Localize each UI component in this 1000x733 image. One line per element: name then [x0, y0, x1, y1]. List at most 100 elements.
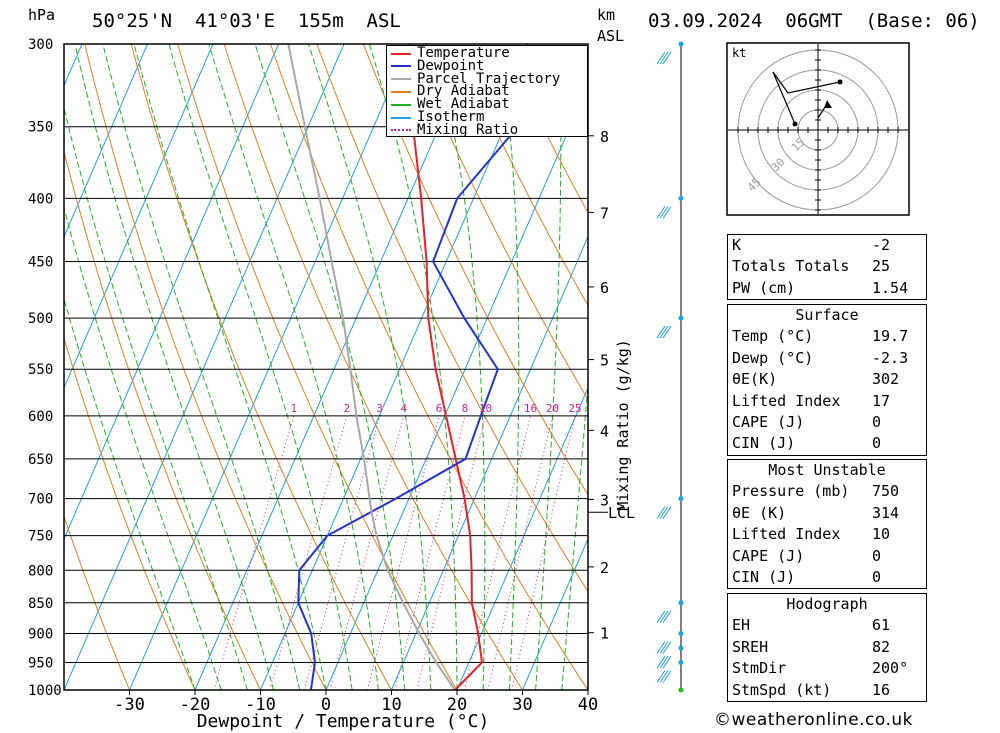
- wind-barb-icon: [656, 655, 672, 669]
- mixing-ratio-value-label: 6: [436, 402, 443, 415]
- wet-adiabat-line: [499, 44, 520, 690]
- index-row: Lifted Index 17: [728, 391, 926, 412]
- legend: Temperature Dewpoint Parcel Trajectory Dry …: [386, 45, 588, 137]
- index-label: CAPE (J): [732, 546, 805, 565]
- wind-level-dot: [678, 630, 684, 636]
- index-value: 0: [872, 546, 882, 565]
- mixing-ratio-value-label: 2: [344, 402, 351, 415]
- x-axis-label: Dewpoint / Temperature (°C): [197, 711, 490, 732]
- pressure-tick-label: 600: [28, 409, 53, 425]
- series-dewpoint: [297, 44, 529, 690]
- index-label: CIN (J): [732, 434, 796, 453]
- wind-barb-icon: [656, 325, 672, 339]
- index-label: SREH: [732, 637, 769, 656]
- index-label: θE(K): [732, 370, 778, 389]
- pressure-tick-label: 650: [28, 452, 53, 468]
- wind-level-dot: [678, 41, 684, 47]
- pressure-tick-label: 850: [28, 596, 53, 612]
- height-tick-label: 8: [600, 128, 609, 146]
- mixing-ratio-value-label: 16: [524, 402, 537, 415]
- pressure-tick-label: 400: [28, 191, 53, 207]
- wind-barb-icon: [656, 51, 672, 65]
- index-value: -2: [872, 236, 891, 254]
- x-tick-label: -10: [245, 695, 276, 715]
- index-value: 0: [872, 567, 882, 586]
- dry-adiabat-line: [84, 44, 327, 690]
- wind-barb-icon: [656, 506, 672, 519]
- legend-swatch: [391, 52, 411, 55]
- wet-adiabat-line: [535, 44, 562, 690]
- dry-adiabat-line: [362, 44, 588, 496]
- wet-adiabat-line: [74, 44, 275, 690]
- plot-frame: [63, 43, 589, 691]
- wind-level-dot: [678, 496, 684, 502]
- index-label: CAPE (J): [732, 412, 805, 431]
- dry-adiabat-line: [64, 514, 130, 690]
- index-row: θE(K) 302: [728, 369, 926, 390]
- legend-label: Isotherm: [417, 109, 485, 125]
- wet-adiabat-line: [64, 206, 222, 690]
- lcl-label: LCL: [608, 504, 635, 522]
- dry-adiabat-line: [455, 44, 588, 307]
- x-tick-label: 40: [578, 695, 598, 715]
- mixing-ratio-axis-label: Mixing Ratio (g/kg): [614, 339, 632, 511]
- legend-swatch: [391, 90, 411, 93]
- index-value: 302: [872, 370, 900, 389]
- legend-swatch: [391, 78, 411, 81]
- datetime-title: 03.09.2024 06GMT (Base: 06): [648, 10, 980, 32]
- wind-barb-icon: [656, 670, 672, 683]
- location-title: 50°25'N 41°03'E 155m ASL: [92, 10, 401, 32]
- hodograph-trace: [772, 71, 841, 125]
- index-row: SREH 82: [728, 637, 926, 658]
- mixing-ratio-value-label: 8: [462, 402, 469, 415]
- wind-level-dot: [678, 600, 684, 606]
- legend-swatch: [391, 103, 411, 106]
- hodograph-unit: kt: [732, 46, 746, 60]
- index-value: 314: [872, 503, 900, 522]
- isotherm-line: [129, 44, 410, 690]
- pressure-tick-label: 900: [28, 626, 53, 642]
- hodograph-title: Hodograph: [786, 595, 868, 613]
- hodograph-point: [792, 121, 798, 127]
- index-label: PW (cm): [732, 278, 796, 297]
- isotherm-line: [391, 235, 588, 690]
- mixing-ratio-line: [329, 415, 405, 690]
- footer-site[interactable]: ©weatheronline.co.uk: [714, 710, 913, 730]
- wet-adiabat-line: [254, 44, 406, 690]
- wind-barb-icon: [656, 641, 672, 654]
- index-row: StmDir 200°: [728, 658, 926, 679]
- site-name: weatheronline.co.uk: [731, 710, 914, 730]
- index-row: EH 61: [728, 615, 926, 636]
- mixing-ratio-line: [394, 415, 466, 690]
- legend-label: Wet Adiabat: [417, 96, 510, 113]
- pressure-tick-label: 550: [28, 362, 53, 378]
- wet-adiabat-line: [308, 44, 432, 690]
- index-row: Dewp (°C) -2.3: [728, 348, 926, 369]
- wind-level-dot: [678, 195, 684, 201]
- wet-adiabat-line: [102, 44, 301, 690]
- mixing-ratio-value-label: 20: [546, 402, 559, 415]
- isotherm-line: [64, 44, 279, 541]
- legend-swatch: [391, 65, 411, 68]
- pressure-tick-label: 500: [28, 311, 53, 327]
- series-parcel-trajectory: [287, 44, 456, 690]
- dry-adiabat-line: [270, 44, 588, 690]
- index-row: CAPE (J) 0: [728, 546, 926, 567]
- legend-item: Dewpoint: [391, 59, 484, 73]
- most-unstable-title: Most Unstable: [768, 461, 886, 479]
- mixing-ratio-value-label: 10: [479, 402, 492, 415]
- x-tick-label: -30: [114, 695, 145, 715]
- pressure-tick-label: 350: [28, 120, 53, 136]
- legend-label: Mixing Ratio: [417, 121, 519, 138]
- index-label: θE (K): [732, 503, 787, 522]
- index-label: Dewp (°C): [732, 348, 814, 367]
- mixing-ratio-line: [213, 415, 295, 690]
- pressure-tick-label: 300: [28, 37, 53, 53]
- dry-adiabat-line: [920, 44, 1000, 690]
- legend-item: Isotherm: [391, 109, 485, 125]
- index-label: EH: [732, 616, 751, 635]
- index-label: Lifted Index: [732, 391, 841, 410]
- isotherm-line: [0, 44, 17, 690]
- index-value: 25: [872, 257, 891, 276]
